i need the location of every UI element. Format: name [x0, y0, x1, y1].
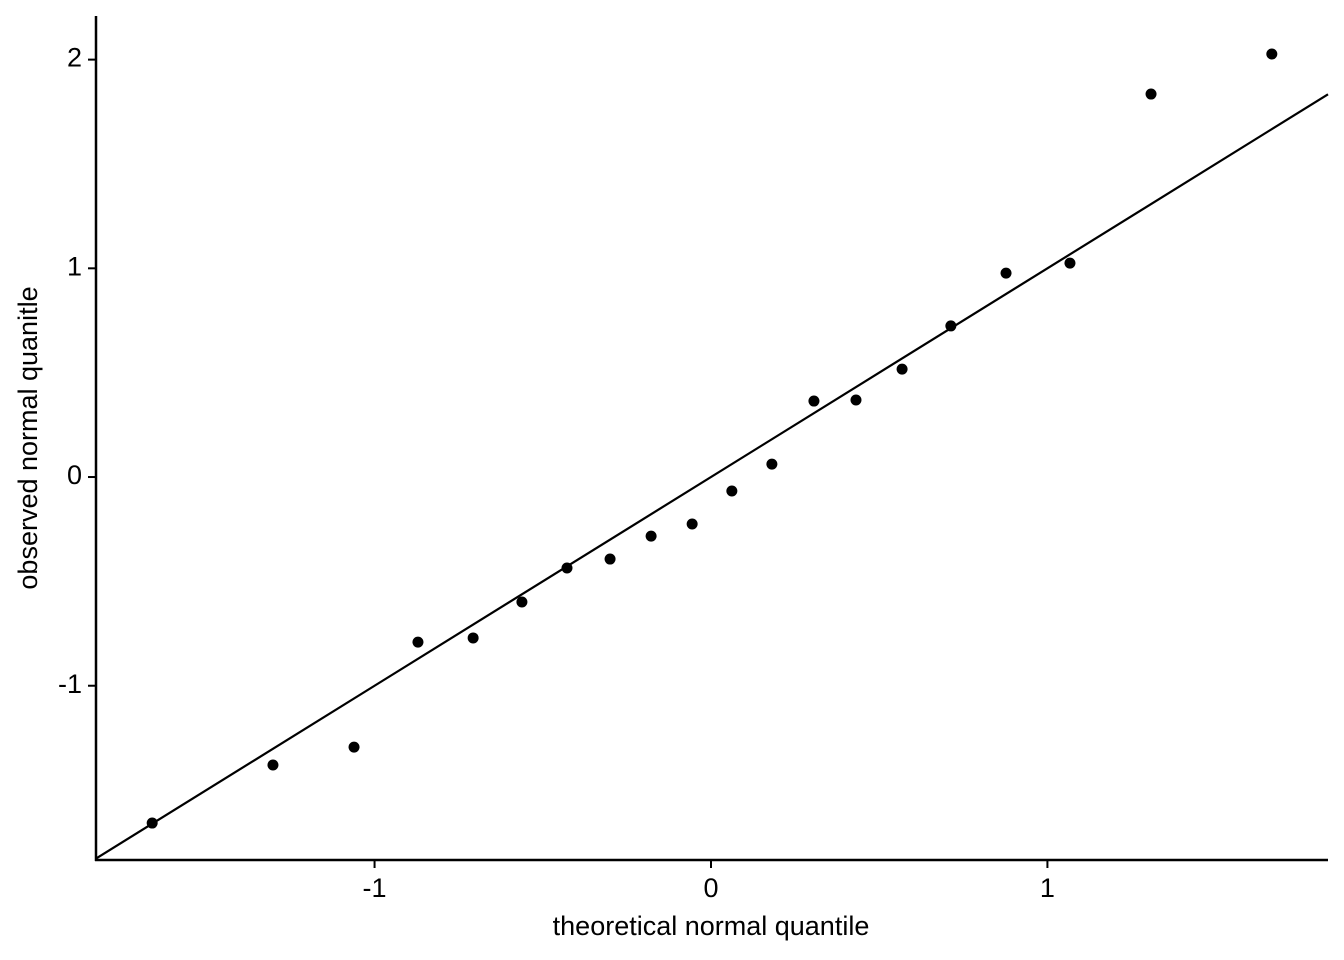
point — [348, 741, 360, 753]
point — [808, 395, 820, 407]
y-tick-label: -1 — [58, 669, 82, 699]
reference-line — [95, 93, 1329, 860]
point — [1145, 88, 1157, 100]
point — [1064, 257, 1076, 269]
point — [1000, 267, 1012, 279]
point — [766, 458, 778, 470]
point — [896, 363, 908, 375]
y-tick-label: 2 — [67, 43, 82, 73]
x-tick-label: 0 — [703, 873, 718, 903]
point — [146, 817, 158, 829]
x-axis-label: theoretical normal quantile — [553, 911, 870, 941]
point — [516, 596, 528, 608]
point — [412, 636, 424, 648]
x-tick-label: 1 — [1040, 873, 1055, 903]
point — [267, 759, 279, 771]
y-axis-label: observed normal quanitle — [13, 286, 43, 589]
point — [467, 632, 479, 644]
point — [645, 530, 657, 542]
point — [1266, 48, 1278, 60]
y-tick-label: 0 — [67, 460, 82, 490]
y-tick-label: 1 — [67, 251, 82, 281]
x-tick-label: -1 — [363, 873, 387, 903]
point — [945, 320, 957, 332]
point — [850, 394, 862, 406]
point — [686, 518, 698, 530]
point — [726, 485, 738, 497]
point — [561, 562, 573, 574]
point — [604, 553, 616, 565]
